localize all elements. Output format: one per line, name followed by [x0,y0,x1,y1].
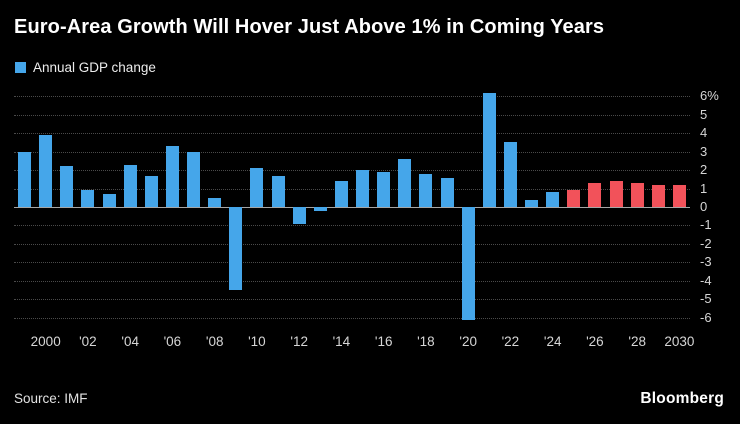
gridline-y--3 [14,262,690,264]
gridline-y--1 [14,225,690,227]
x-tick-label-2014: '14 [332,334,351,349]
bar-2010 [250,168,264,207]
bar-2000 [39,135,53,207]
bar-2004 [123,164,137,207]
bar-2016 [377,171,391,207]
bar-2022 [503,142,517,207]
bar-2001 [60,166,74,207]
bar-2021 [482,92,496,207]
bar-2005 [144,175,158,207]
gridline-y-3 [14,151,690,153]
bar-2013 [313,207,327,211]
bar-2002 [81,190,95,207]
bar-2015 [356,170,370,207]
bar-2025-forecast [567,190,581,207]
bar-2011 [271,175,285,207]
bar-2008 [208,197,222,207]
x-tick-label-2024: '24 [543,334,562,349]
zero-axis-line [14,207,690,208]
x-tick-label-2002: '02 [79,334,97,349]
gridline-y-6% [14,96,690,98]
bar-1999 [18,151,32,207]
x-tick-label-2018: '18 [417,334,435,349]
bar-2029-forecast [651,184,665,207]
legend-label: Annual GDP change [33,60,156,75]
y-tick-label-6%: 6% [700,88,719,104]
bar-2014 [334,181,348,207]
legend: Annual GDP change [15,60,156,75]
bar-2024 [546,192,560,207]
bar-2028-forecast [630,183,644,207]
y-tick-label--3: -3 [700,254,712,270]
legend-swatch-icon [15,62,26,73]
gridline-y-4 [14,133,690,135]
y-tick-label-4: 4 [700,125,708,141]
bar-2006 [165,146,179,207]
x-tick-label-2022: '22 [501,334,520,349]
chart-title: Euro-Area Growth Will Hover Just Above 1… [14,16,605,38]
x-tick-label-2028: '28 [628,334,646,349]
bar-2009 [229,207,243,290]
bar-chart-plot-area: 6% 5 4 3 2 1 0 -1 -2 -3 -4 -5 -6 2000 '02 '04 '06 '08 '10 '… [14,88,719,349]
bar-2027-forecast [609,181,623,207]
y-tick-label-2: 2 [700,162,708,178]
bar-2023 [525,199,539,207]
bar-2018 [419,173,433,207]
x-tick-label-2004: '04 [121,334,139,349]
y-tick-label-3: 3 [700,143,708,159]
y-tick-label--5: -5 [700,291,712,307]
gridline-y--2 [14,243,690,245]
bar-2030-forecast [672,184,686,207]
bar-2003 [102,194,116,207]
gridline-y-5 [14,114,690,116]
x-tick-label-2020: '20 [459,334,477,349]
x-tick-label-2000: 2000 [30,334,61,349]
bar-2017 [398,159,412,207]
gridline-y--4 [14,280,690,282]
x-tick-label-2010: '10 [248,334,266,349]
x-tick-label-2030: 2030 [664,334,695,349]
y-tick-label-5: 5 [700,106,708,122]
gridline-y-1 [14,188,690,190]
x-tick-label-2012: '12 [290,334,308,349]
bloomberg-logo: Bloomberg [640,390,724,407]
y-tick-label--2: -2 [700,235,712,251]
x-tick-label-2016: '16 [374,334,393,349]
source-note: Source: IMF [14,391,88,406]
y-tick-label-0: 0 [700,199,708,214]
bar-2019 [440,177,454,207]
bar-2012 [292,207,306,224]
y-tick-label--1: -1 [700,217,712,233]
x-tick-label-2008: '08 [205,334,224,349]
gridline-y-2 [14,170,690,172]
bar-2007 [187,151,201,207]
y-tick-label--6: -6 [700,309,712,325]
x-tick-label-2026: '26 [586,334,604,349]
bar-2020 [461,207,475,320]
y-tick-label-1: 1 [700,180,708,196]
gridline-y--5 [14,299,690,301]
bar-2026-forecast [588,183,602,207]
x-tick-label-2006: '06 [163,334,182,349]
gridline-y--6 [14,317,690,319]
y-tick-label--4: -4 [700,272,712,288]
footer: Source: IMF Bloomberg [14,390,724,408]
